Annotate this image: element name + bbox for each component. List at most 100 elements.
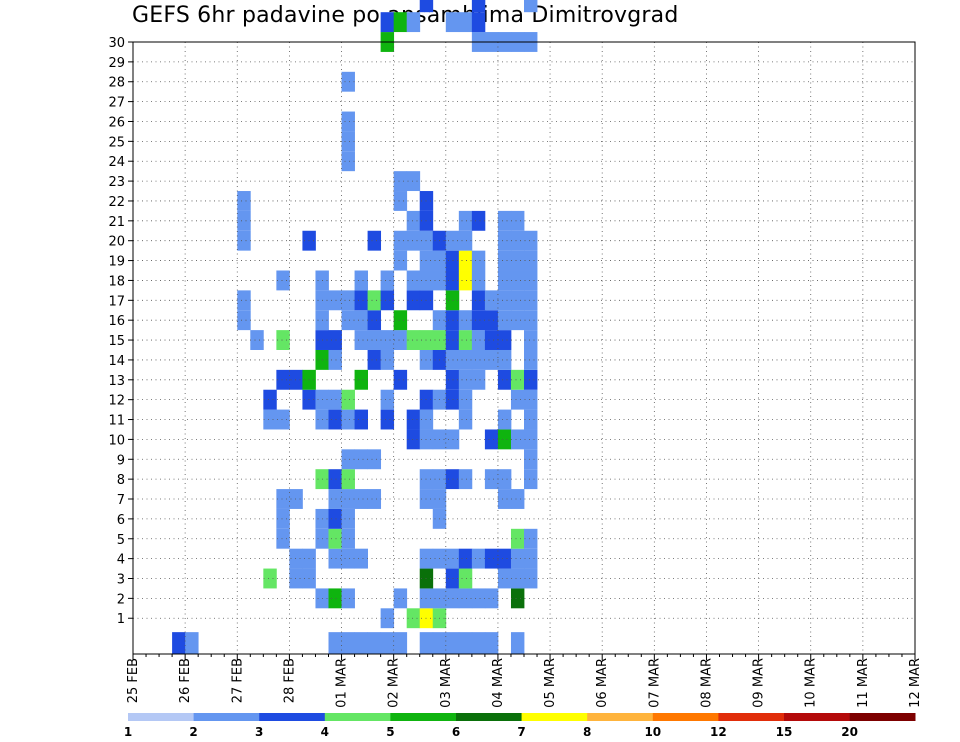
heatmap-cell: [510, 548, 525, 569]
heatmap-cell: [341, 489, 355, 509]
heatmap-cell: [328, 290, 342, 311]
heatmap-cell: [497, 429, 512, 450]
x-tick-label: 03 MAR: [439, 658, 454, 708]
heatmap-cell: [484, 349, 499, 370]
y-tick-label: 20: [108, 235, 125, 250]
heatmap-cell: [263, 389, 277, 410]
heatmap-cell: [289, 369, 303, 390]
heatmap-cell: [341, 71, 355, 92]
heatmap-cell: [185, 632, 199, 654]
heatmap-cell: [341, 151, 355, 172]
x-tick-label: 02 MAR: [387, 658, 402, 708]
heatmap-cell: [484, 429, 499, 450]
heatmap-cell: [406, 210, 421, 231]
legend-label: 6: [452, 725, 460, 739]
heatmap-cell: [341, 469, 355, 490]
y-tick-label: 11: [108, 414, 125, 429]
heatmap-cell: [354, 330, 368, 350]
heatmap-cell: [510, 310, 525, 331]
heatmap-cell: [328, 548, 342, 569]
y-tick-label: 28: [108, 76, 125, 91]
heatmap-cell: [458, 230, 473, 251]
heatmap-cell: [406, 608, 421, 629]
y-tick-label: 22: [108, 195, 125, 210]
x-tick-label: 28 FEB: [282, 658, 297, 703]
heatmap-cell: [484, 310, 499, 331]
heatmap-cell: [328, 632, 342, 654]
legend-label: 3: [255, 725, 263, 739]
heatmap-cell: [445, 12, 460, 33]
y-tick-label: 4: [117, 553, 125, 568]
heatmap-cell: [367, 489, 382, 509]
legend-label: 20: [841, 725, 858, 739]
heatmap-cell: [510, 429, 525, 450]
x-tick-label: 06 MAR: [595, 658, 610, 708]
heatmap-cell: [380, 330, 395, 350]
y-tick-label: 2: [117, 592, 125, 607]
heatmap-cell: [484, 469, 499, 490]
heatmap-cell: [341, 111, 355, 132]
heatmap-cell: [510, 290, 525, 311]
heatmap-cell: [458, 210, 473, 231]
heatmap-cell: [445, 632, 460, 654]
legend-label: 10: [644, 725, 661, 739]
heatmap-cell: [471, 310, 486, 331]
heatmap-cell: [524, 310, 538, 331]
legend-swatch: [521, 713, 588, 721]
heatmap-cell: [276, 369, 290, 390]
legend-swatch: [456, 713, 522, 721]
heatmap-cell: [406, 12, 421, 33]
heatmap-cell: [524, 0, 538, 13]
heatmap-cell: [341, 632, 355, 654]
heatmap-cell: [524, 429, 538, 450]
heatmap-cell: [484, 548, 499, 569]
heatmap-cell: [328, 389, 342, 410]
heatmap-cell: [497, 330, 512, 350]
heatmap-cell: [458, 12, 473, 33]
heatmap-cell: [276, 528, 290, 549]
heatmap-cell: [263, 568, 277, 589]
heatmap-cell: [510, 250, 525, 271]
heatmap-cell: [510, 489, 525, 509]
heatmap-cell: [367, 330, 382, 350]
heatmap-cell: [497, 270, 512, 291]
legend-label: 8: [583, 725, 591, 739]
heatmap-cell: [524, 548, 538, 569]
y-tick-label: 5: [117, 533, 125, 548]
heatmap-cell: [524, 230, 538, 251]
heatmap-cell: [276, 330, 290, 350]
heatmap-cell: [393, 588, 408, 609]
heatmap-cell: [328, 330, 342, 350]
heatmap-cell: [341, 389, 355, 410]
x-tick-label: 10 MAR: [804, 658, 819, 708]
x-tick-label: 26 FEB: [178, 658, 193, 703]
heatmap-cell: [341, 508, 355, 529]
heatmap-cell: [354, 270, 368, 291]
heatmap-cell: [393, 250, 408, 271]
heatmap-cell: [497, 489, 512, 509]
heatmap-cell: [524, 568, 538, 589]
heatmap-cell: [341, 310, 355, 331]
legend-swatch: [193, 713, 260, 721]
heatmap-cell: [406, 290, 421, 311]
heatmap-cell: [367, 632, 382, 654]
heatmap-cell: [510, 568, 525, 589]
x-tick-label: 27 FEB: [230, 658, 245, 703]
legend-swatch: [652, 713, 719, 721]
heatmap-cell: [419, 632, 434, 654]
heatmap-cell: [250, 330, 264, 350]
heatmap-cell: [471, 632, 486, 654]
heatmap-cell: [237, 210, 251, 231]
heatmap-cell: [524, 449, 538, 470]
heatmap-cell: [341, 449, 355, 470]
legend-swatch: [390, 713, 457, 721]
heatmap-cell: [497, 548, 512, 569]
y-tick-label: 13: [108, 374, 125, 389]
heatmap-cell: [380, 409, 395, 430]
y-tick-label: 16: [108, 314, 125, 329]
heatmap-cell: [524, 270, 538, 291]
heatmap-cell: [393, 230, 408, 251]
heatmap-cell: [471, 250, 486, 271]
heatmap-cell: [367, 449, 382, 470]
